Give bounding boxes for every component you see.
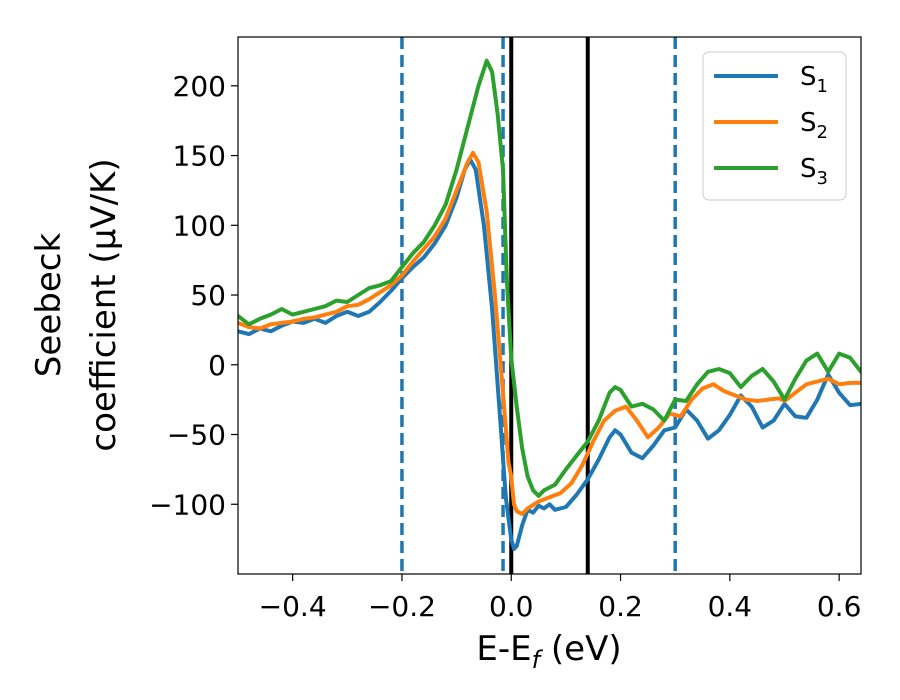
x-tick-label: −0.4 (259, 590, 327, 623)
x-tick-label: 0.0 (489, 590, 534, 623)
y-axis-title: Seebeck coefficient (μV/K) (29, 158, 124, 451)
y-tick-label: 200 (173, 70, 226, 103)
x-axis-title: E-Ef (eV) (476, 629, 621, 674)
series-lines (238, 58, 861, 551)
legend: S1 S2 S3 (702, 51, 847, 201)
series-line-s1 (238, 157, 861, 551)
legend-label-s2: S2 (800, 108, 828, 143)
y-axis: −100 −50 0 50 100 150 200 (149, 70, 238, 521)
series-line-s3 (238, 58, 861, 498)
legend-label-s1: S1 (800, 62, 828, 97)
y-tick-label: 150 (173, 140, 226, 173)
y-axis-title-line2: coefficient (μV/K) (84, 158, 124, 451)
x-tick-label: 0.4 (708, 590, 753, 623)
y-tick-label: 0 (208, 349, 226, 382)
y-tick-label: 100 (173, 209, 226, 242)
x-tick-label: −0.2 (368, 590, 436, 623)
y-axis-title-line1: Seebeck (29, 233, 69, 378)
y-tick-label: −50 (167, 419, 226, 452)
legend-box (702, 51, 847, 201)
x-axis: −0.4 −0.2 0.0 0.2 0.4 0.6 (259, 574, 862, 623)
y-tick-label: 50 (190, 279, 226, 312)
x-tick-label: 0.6 (817, 590, 862, 623)
series-line-s2 (238, 150, 861, 516)
y-tick-label: −100 (149, 488, 226, 521)
x-tick-label: 0.2 (598, 590, 643, 623)
plot-frame (237, 36, 862, 575)
legend-label-s3: S3 (800, 154, 828, 189)
